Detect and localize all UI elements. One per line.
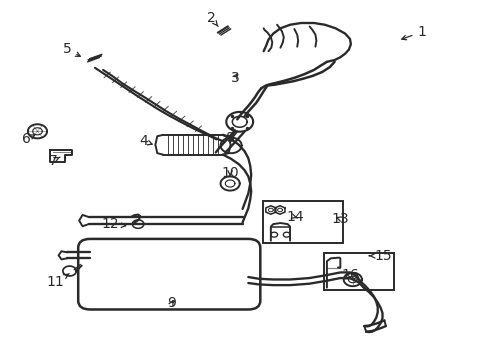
Text: 15: 15	[368, 249, 391, 263]
Text: 16: 16	[340, 268, 358, 282]
Text: 12: 12	[102, 217, 125, 231]
Text: 14: 14	[285, 210, 303, 224]
Text: 6: 6	[22, 132, 35, 147]
Bar	[262, 201, 343, 243]
Text: 4: 4	[139, 134, 152, 148]
Text: 1: 1	[401, 25, 426, 40]
Bar	[323, 253, 394, 290]
Text: 8: 8	[225, 131, 234, 145]
Text: 7: 7	[48, 154, 60, 168]
Text: 5: 5	[62, 42, 80, 57]
Text: 10: 10	[221, 166, 239, 180]
Text: 11: 11	[46, 274, 69, 289]
Text: 9: 9	[167, 297, 176, 310]
Text: 2: 2	[206, 11, 218, 27]
Text: 3: 3	[230, 71, 239, 85]
Text: 13: 13	[331, 212, 348, 226]
